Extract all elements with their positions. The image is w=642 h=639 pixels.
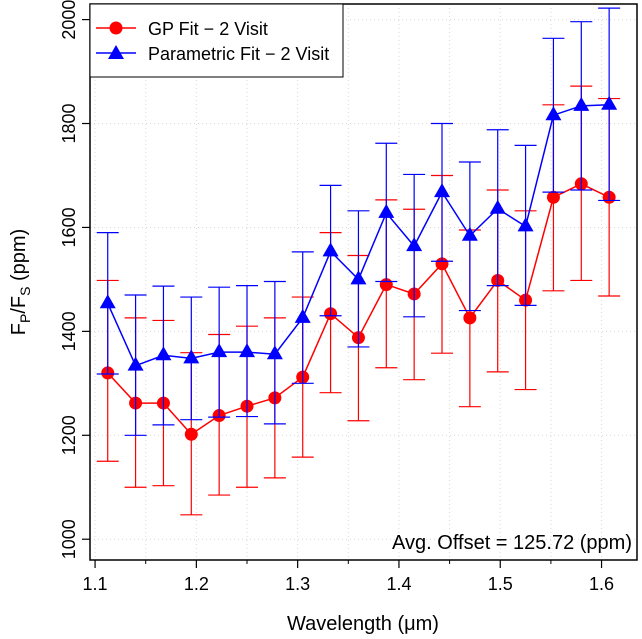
- y-tick-label: 1400: [59, 311, 79, 351]
- x-axis: 1.1 1.2 1.3 1.4 1.5 1.6: [83, 560, 614, 594]
- offset-annotation: Avg. Offset = 125.72 (ppm): [392, 532, 632, 554]
- data-point: [601, 95, 618, 110]
- y-tick-label: 1800: [59, 103, 79, 143]
- legend-label-param: Parametric Fit − 2 Visit: [148, 44, 329, 64]
- data-point: [294, 308, 311, 323]
- data-point: [155, 346, 172, 361]
- y-axis: 1000 1200 1400 1600 1800 2000: [59, 0, 90, 559]
- grid: [90, 4, 637, 560]
- data-point: [266, 345, 283, 360]
- data-point: [489, 199, 506, 214]
- data-point: [517, 217, 534, 232]
- data-point: [184, 427, 198, 441]
- legend-box: [89, 3, 344, 78]
- x-tick-label: 1.3: [285, 574, 310, 594]
- x-tick-label: 1.2: [184, 574, 209, 594]
- series-layer: [96, 7, 621, 516]
- x-axis-title: Wavelength (μm): [287, 613, 439, 635]
- data-point: [350, 270, 367, 285]
- data-point: [546, 190, 560, 204]
- y-tick-label: 1000: [59, 519, 79, 559]
- data-point: [545, 106, 562, 121]
- data-point: [435, 257, 449, 271]
- data-point: [239, 343, 256, 358]
- data-point: [461, 226, 478, 241]
- y-axis-title: FP/FS (ppm): [8, 229, 33, 335]
- data-point: [127, 356, 144, 371]
- data-point: [322, 242, 339, 257]
- data-point: [463, 311, 477, 325]
- plot-frame: [89, 3, 638, 561]
- data-point: [211, 343, 228, 358]
- series-parametric-fit: [96, 7, 621, 436]
- x-tick-label: 1.5: [488, 574, 513, 594]
- y-tick-label: 1200: [59, 415, 79, 455]
- x-tick-label: 1.1: [83, 574, 108, 594]
- legend-marker-param: [108, 45, 124, 59]
- x-tick-label: 1.4: [386, 574, 411, 594]
- x-tick-label: 1.6: [589, 574, 614, 594]
- legend: GP Fit − 2 Visit Parametric Fit − 2 Visi…: [89, 3, 344, 78]
- data-point: [406, 237, 423, 252]
- data-point: [434, 183, 451, 198]
- legend-label-gp: GP Fit − 2 Visit: [148, 19, 268, 39]
- data-point: [99, 294, 116, 309]
- data-point: [378, 203, 395, 218]
- data-point: [573, 96, 590, 111]
- y-tick-label: 1600: [59, 207, 79, 247]
- data-point: [183, 349, 200, 364]
- legend-marker-gp: [109, 21, 123, 35]
- y-tick-label: 2000: [59, 0, 79, 40]
